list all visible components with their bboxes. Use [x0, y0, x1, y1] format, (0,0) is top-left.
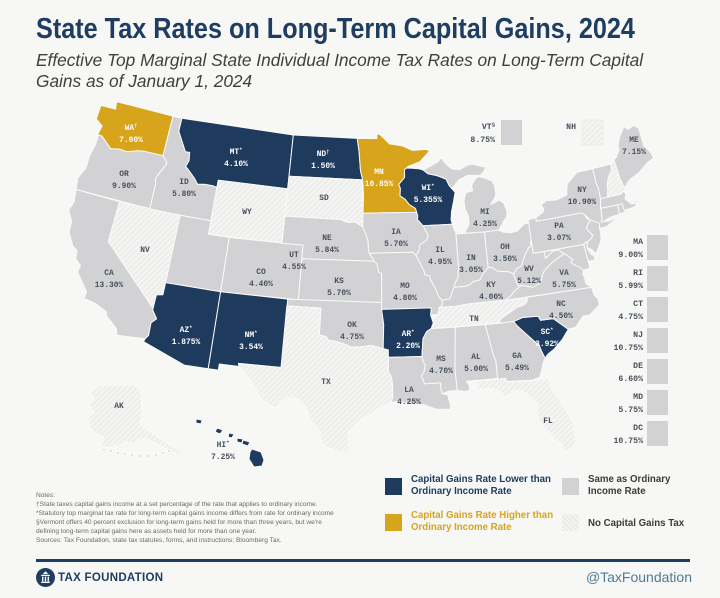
svg-text:NV: NV	[140, 246, 150, 255]
svg-text:10.75%: 10.75%	[614, 437, 644, 446]
svg-text:4.50%: 4.50%	[549, 312, 573, 321]
svg-text:4.80%: 4.80%	[393, 294, 417, 303]
svg-text:MS: MS	[436, 355, 446, 364]
svg-text:ID: ID	[179, 178, 189, 187]
svg-text:TN: TN	[469, 315, 479, 324]
svg-text:7.15%: 7.15%	[622, 148, 646, 157]
svg-text:13.30%: 13.30%	[95, 281, 124, 290]
svg-text:SC*: SC*	[541, 327, 554, 338]
svg-text:PA: PA	[554, 222, 564, 231]
svg-text:5.70%: 5.70%	[327, 289, 351, 298]
svg-text:5.99%: 5.99%	[618, 282, 643, 291]
svg-text:3.05%: 3.05%	[459, 266, 483, 275]
svg-text:NH: NH	[566, 123, 576, 132]
svg-text:ND†: ND†	[317, 149, 330, 160]
svg-text:3.50%: 3.50%	[493, 255, 517, 264]
svg-text:UT: UT	[289, 251, 299, 260]
svg-text:IN: IN	[466, 254, 476, 263]
svg-text:HI*: HI*	[217, 440, 230, 451]
svg-text:4.25%: 4.25%	[473, 220, 497, 229]
svg-text:4.00%: 4.00%	[479, 293, 503, 302]
svg-text:WA†: WA†	[125, 123, 138, 134]
svg-text:MA: MA	[633, 238, 643, 247]
svg-text:VA: VA	[559, 269, 569, 278]
svg-text:NM*: NM*	[245, 330, 258, 341]
svg-text:9.00%: 9.00%	[618, 251, 643, 260]
svg-text:MN: MN	[374, 168, 384, 177]
svg-text:10.75%: 10.75%	[614, 344, 644, 353]
svg-text:10.85%: 10.85%	[365, 180, 394, 189]
svg-text:WY: WY	[242, 208, 252, 217]
svg-text:5.12%: 5.12%	[517, 277, 541, 286]
svg-text:CT: CT	[633, 300, 643, 309]
svg-text:GA: GA	[512, 352, 522, 361]
svg-text:2.20%: 2.20%	[396, 342, 420, 351]
svg-text:4.75%: 4.75%	[618, 313, 643, 322]
svg-text:MI: MI	[480, 208, 490, 217]
svg-text:ME: ME	[629, 136, 639, 145]
svg-text:7.25%: 7.25%	[211, 453, 235, 462]
svg-text:5.70%: 5.70%	[384, 240, 408, 249]
svg-text:NC: NC	[556, 300, 566, 309]
svg-text:NE: NE	[322, 234, 332, 243]
svg-text:SD: SD	[319, 194, 329, 203]
svg-text:4.55%: 4.55%	[282, 263, 306, 272]
svg-text:9.90%: 9.90%	[112, 182, 136, 191]
svg-text:AZ*: AZ*	[180, 325, 193, 336]
svg-text:4.95%: 4.95%	[428, 258, 452, 267]
svg-text:TX: TX	[321, 378, 331, 387]
svg-text:4.25%: 4.25%	[397, 398, 421, 407]
svg-text:4.40%: 4.40%	[249, 280, 273, 289]
svg-text:1.50%: 1.50%	[311, 162, 335, 171]
svg-text:MT*: MT*	[230, 147, 243, 158]
svg-text:3.54%: 3.54%	[239, 343, 263, 352]
svg-text:3.92%: 3.92%	[535, 340, 559, 349]
svg-text:IA: IA	[391, 228, 401, 237]
svg-text:3.07%: 3.07%	[547, 234, 571, 243]
svg-text:CA: CA	[104, 269, 114, 278]
svg-text:MO: MO	[400, 282, 410, 291]
svg-text:5.00%: 5.00%	[464, 365, 488, 374]
svg-text:5.75%: 5.75%	[552, 281, 576, 290]
svg-text:5.80%: 5.80%	[172, 190, 196, 199]
svg-text:4.10%: 4.10%	[224, 160, 248, 169]
svg-text:5.355%: 5.355%	[414, 196, 443, 205]
svg-text:AK: AK	[114, 402, 124, 411]
svg-text:5.49%: 5.49%	[505, 364, 529, 373]
svg-text:LA: LA	[404, 386, 414, 395]
svg-text:RI: RI	[633, 269, 643, 278]
svg-text:4.70%: 4.70%	[429, 367, 453, 376]
svg-text:OK: OK	[347, 321, 357, 330]
svg-text:4.75%: 4.75%	[340, 333, 364, 342]
svg-text:DC: DC	[633, 424, 643, 433]
svg-text:OR: OR	[119, 170, 129, 179]
svg-text:OH: OH	[500, 243, 510, 252]
svg-text:KS: KS	[334, 277, 344, 286]
svg-text:MD: MD	[633, 393, 643, 402]
svg-text:WI*: WI*	[422, 183, 435, 194]
svg-text:DE: DE	[633, 362, 643, 371]
svg-text:6.60%: 6.60%	[618, 375, 643, 384]
svg-text:WV: WV	[524, 265, 534, 274]
svg-text:8.75%: 8.75%	[470, 136, 495, 145]
svg-text:NY: NY	[577, 186, 587, 195]
svg-text:FL: FL	[543, 417, 553, 426]
svg-text:IL: IL	[435, 246, 445, 255]
svg-text:CO: CO	[256, 268, 266, 277]
svg-text:AL: AL	[471, 353, 481, 362]
svg-text:KY: KY	[486, 281, 496, 290]
svg-text:5.84%: 5.84%	[315, 246, 339, 255]
svg-text:7.00%: 7.00%	[119, 136, 143, 145]
svg-text:10.90%: 10.90%	[568, 198, 597, 207]
svg-text:1.875%: 1.875%	[172, 338, 201, 347]
svg-text:5.75%: 5.75%	[618, 406, 643, 415]
svg-text:NJ: NJ	[633, 331, 643, 340]
svg-text:VT§: VT§	[482, 122, 495, 133]
svg-text:AR*: AR*	[402, 329, 415, 340]
